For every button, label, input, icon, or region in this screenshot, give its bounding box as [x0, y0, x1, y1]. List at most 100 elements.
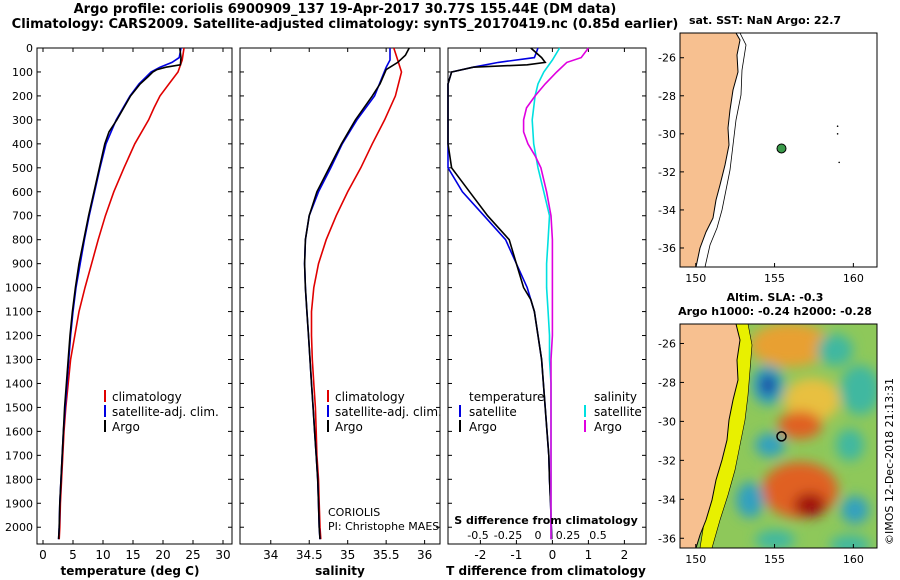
x-tick-label: 0 — [549, 548, 557, 562]
series-line-argo — [57, 47, 182, 540]
legend-label-s-argo: Argo — [594, 420, 622, 434]
sla-blob — [750, 324, 830, 367]
sla-blob — [736, 482, 764, 518]
depth-tick-label: 500 — [12, 162, 33, 175]
sla-map-title-line1: Altim. SLA: -0.3 — [727, 291, 824, 304]
legend-swatch-argo — [104, 420, 106, 432]
depth-tick-label: 1400 — [5, 377, 33, 390]
sla-blob — [755, 530, 795, 548]
legend-label-argo: Argo — [112, 420, 140, 434]
legend-swatch-t-satellite — [459, 405, 461, 417]
sla-blob — [836, 429, 864, 461]
tdiff-xlabel: T difference from climatology — [446, 564, 646, 578]
lat-tick-label: -32 — [658, 166, 676, 179]
panel-salinity: 34 34.5 35 35.5 36 — [240, 47, 440, 562]
series-line-satellite-adj-clim- — [57, 47, 182, 540]
sla-map-land — [680, 324, 741, 548]
lon-tick-label: 160 — [843, 272, 864, 285]
plot-title-line2: Climatology: CARS2009. Satellite-adjuste… — [11, 17, 679, 32]
series-line-climatology — [58, 47, 185, 540]
sst-map-isobath — [704, 32, 747, 268]
depth-tick-label: 1000 — [5, 282, 33, 295]
lon-tick-label: 150 — [685, 272, 706, 285]
x-tick-label: -2 — [474, 548, 486, 562]
sdiff-tick-label: 0.25 — [556, 529, 581, 542]
x-tick-label: -1 — [510, 548, 522, 562]
sla-blob — [755, 433, 785, 457]
depth-tick-label: 1800 — [5, 473, 33, 486]
lat-tick-label: -30 — [658, 415, 676, 428]
sla-map-title-line2: Argo h1000: -0.24 h2000: -0.28 — [678, 305, 872, 318]
sdiff-label: S difference from climatology — [454, 514, 638, 527]
depth-tick-label: 1100 — [5, 306, 33, 319]
panel-temperature: 0100200300400500600700800900100011001200… — [5, 42, 232, 562]
float-position-marker — [776, 431, 787, 442]
x-tick-label: 0 — [39, 548, 47, 562]
sla-blob — [784, 378, 840, 422]
legend-temperature: climatology satellite-adj. clim. Argo — [104, 390, 219, 434]
legend-swatch-climatology — [104, 390, 106, 402]
lon-tick-label: 155 — [764, 272, 785, 285]
series-line-t-argo — [447, 47, 553, 540]
lat-tick-label: -34 — [658, 493, 676, 506]
sla-field — [736, 324, 877, 548]
legend-swatch-s-satellite — [584, 405, 586, 417]
depth-tick-label: 2000 — [5, 521, 33, 534]
plot-title-line1: Argo profile: coriolis 6900909_137 19-Ap… — [73, 2, 617, 17]
x-tick-label: 5 — [69, 548, 77, 562]
series-line-argo — [303, 47, 410, 540]
sla-blob — [761, 375, 775, 395]
x-tick-label: 35 — [340, 548, 355, 562]
panel-difference: -2 -1 0 1 2 -0.5 -0.25 0 0.25 0.5 — [447, 47, 646, 562]
legend-label-t-argo: Argo — [469, 420, 497, 434]
legend-swatch-satellite — [327, 405, 329, 417]
depth-tick-label: 1300 — [5, 353, 33, 366]
lat-tick-label: -28 — [658, 90, 676, 103]
x-tick-label: 2 — [621, 548, 629, 562]
legend-label-climatology: climatology — [112, 390, 182, 404]
sst-map-land — [679, 32, 741, 268]
depth-tick-label: 100 — [12, 66, 33, 79]
depth-tick-label: 400 — [12, 138, 33, 151]
legend-swatch-s-argo — [584, 420, 586, 432]
legend-label-t-satellite: satellite — [469, 405, 517, 419]
sst-map-title: sat. SST: NaN Argo: 22.7 — [689, 14, 841, 27]
depth-tick-label: 600 — [12, 186, 33, 199]
imos-timestamp: ©IMOS 12-Dec-2018 21:13:31 — [883, 378, 896, 545]
depth-tick-label: 1700 — [5, 449, 33, 462]
x-tick-label: 36 — [417, 548, 432, 562]
depth-tick-label: 1600 — [5, 425, 33, 438]
depth-tick-label: 800 — [12, 234, 33, 247]
legend-title-salinity: salinity — [594, 390, 637, 404]
sdiff-tick-label: 0 — [535, 529, 542, 542]
salinity-xlabel: salinity — [315, 564, 365, 578]
lat-tick-label: -36 — [658, 532, 676, 545]
legend-swatch-climatology — [327, 390, 329, 402]
sdiff-tick-label: -0.25 — [494, 529, 522, 542]
lon-tick-label: 160 — [843, 553, 864, 566]
x-tick-label: 15 — [125, 548, 140, 562]
legend-swatch-t-argo — [459, 420, 461, 432]
sla-blob — [778, 411, 822, 439]
sla-blob — [841, 496, 869, 524]
legend-difference: temperature satellite Argo salinity sate… — [459, 390, 642, 434]
depth-tick-label: 1500 — [5, 401, 33, 414]
x-tick-label: 34 — [263, 548, 278, 562]
depth-tick-label: 200 — [12, 90, 33, 103]
depth-tick-label: 1200 — [5, 330, 33, 343]
legend-swatch-argo — [327, 420, 329, 432]
x-tick-label: 35.5 — [373, 548, 400, 562]
x-tick-label: 20 — [155, 548, 170, 562]
legend-label-satellite: satellite-adj. clim. — [112, 405, 219, 419]
panel-temperature-frame — [36, 47, 233, 545]
sla-map-frame — [679, 323, 878, 549]
series-line-s-argo — [522, 47, 590, 540]
legend-label-satellite: satellite-adj. clim. — [335, 405, 442, 419]
lon-tick-label: 150 — [685, 553, 706, 566]
pi-annotation-line2: PI: Christophe MAES — [328, 520, 439, 533]
x-tick-label: 10 — [95, 548, 110, 562]
legend-title-temperature: temperature — [469, 390, 544, 404]
legend-label-argo: Argo — [335, 420, 363, 434]
sla-blob — [817, 334, 853, 366]
pi-annotation-line1: CORIOLIS — [328, 506, 380, 519]
